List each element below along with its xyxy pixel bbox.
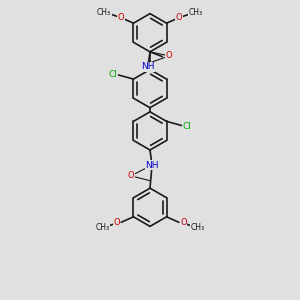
Text: Cl: Cl (183, 122, 191, 130)
Text: CH₃: CH₃ (190, 223, 204, 232)
Text: CH₃: CH₃ (97, 8, 111, 17)
Text: O: O (176, 13, 182, 22)
Text: O: O (180, 218, 187, 227)
Text: O: O (166, 51, 172, 60)
Text: Cl: Cl (109, 70, 117, 79)
Text: NH: NH (141, 62, 155, 71)
Text: CH₃: CH₃ (96, 223, 110, 232)
Text: O: O (128, 171, 134, 180)
Text: CH₃: CH₃ (189, 8, 203, 17)
Text: NH: NH (145, 160, 159, 169)
Text: O: O (113, 218, 120, 227)
Text: O: O (118, 13, 124, 22)
